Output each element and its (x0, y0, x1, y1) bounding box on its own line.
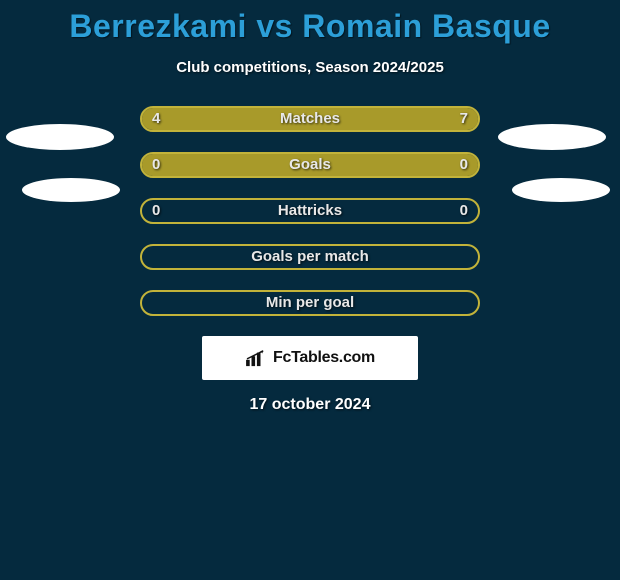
decor-ellipse (512, 178, 610, 202)
date-text: 17 october 2024 (0, 396, 620, 414)
stat-label: Goals (140, 152, 480, 178)
stat-row-goals-per-match: Goals per match (140, 244, 480, 270)
stat-label: Goals per match (140, 244, 480, 270)
stat-value-right: 0 (460, 198, 468, 224)
subtitle: Club competitions, Season 2024/2025 (0, 59, 620, 76)
stat-row-hattricks: 0 Hattricks 0 (140, 198, 480, 224)
stat-row-min-per-goal: Min per goal (140, 290, 480, 316)
decor-ellipse (6, 124, 114, 150)
stat-label: Matches (140, 106, 480, 132)
stat-label: Hattricks (140, 198, 480, 224)
bars-icon (245, 349, 267, 367)
brand-box: FcTables.com (202, 336, 418, 380)
stat-label: Min per goal (140, 290, 480, 316)
brand-text: FcTables.com (273, 349, 375, 367)
decor-ellipse (498, 124, 606, 150)
stat-row-matches: 4 Matches 7 (140, 106, 480, 132)
stat-value-right: 0 (460, 152, 468, 178)
decor-ellipse (22, 178, 120, 202)
stat-value-right: 7 (460, 106, 468, 132)
stat-row-goals: 0 Goals 0 (140, 152, 480, 178)
page-title: Berrezkami vs Romain Basque (0, 0, 620, 45)
